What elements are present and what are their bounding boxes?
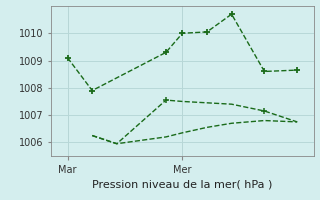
X-axis label: Pression niveau de la mer( hPa ): Pression niveau de la mer( hPa ) [92, 179, 273, 189]
